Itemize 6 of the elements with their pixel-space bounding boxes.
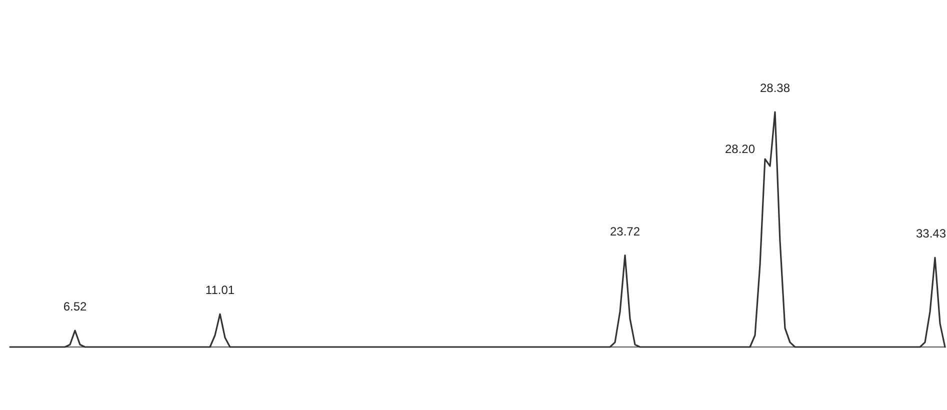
annotation: 6.52	[63, 300, 87, 314]
annotation: 28.20	[724, 142, 756, 156]
annotation: 11.01	[205, 283, 235, 298]
annotation: 23.72	[610, 224, 640, 238]
annotation: 33.43	[916, 226, 946, 241]
text: 28.38	[760, 81, 790, 95]
